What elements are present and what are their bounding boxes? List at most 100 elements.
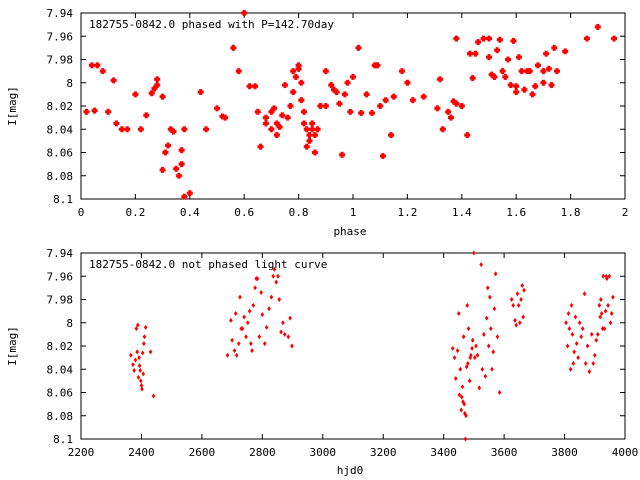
data-point	[344, 79, 351, 86]
data-point	[480, 366, 485, 372]
data-point	[358, 109, 365, 116]
data-point	[132, 91, 139, 98]
data-point	[516, 302, 521, 308]
data-point	[148, 349, 153, 355]
data-point	[276, 123, 283, 130]
data-point	[521, 86, 528, 93]
data-point	[479, 262, 483, 268]
data-point	[510, 37, 517, 44]
x-tick-label: 1.6	[506, 206, 526, 219]
data-point	[379, 152, 386, 159]
data-point	[94, 62, 101, 69]
data-point	[138, 367, 143, 373]
data-point	[328, 82, 335, 89]
x-tick-label: 0.2	[125, 206, 145, 219]
data-point	[606, 302, 610, 308]
data-point	[124, 126, 131, 133]
data-point	[388, 132, 395, 139]
data-point	[306, 137, 313, 144]
data-point	[242, 314, 246, 320]
data-point	[466, 360, 470, 366]
data-point	[143, 324, 148, 330]
y-tick-label: 8.06	[47, 147, 74, 160]
y-tick-label: 7.96	[47, 30, 74, 43]
data-point	[554, 68, 560, 75]
data-point	[154, 82, 161, 89]
data-point	[139, 378, 143, 384]
data-point	[611, 35, 618, 42]
data-point	[580, 326, 585, 332]
data-point	[439, 126, 446, 133]
x-axis-title: phase	[333, 225, 366, 238]
data-point	[464, 413, 468, 419]
data-point	[282, 331, 287, 337]
data-point	[460, 394, 464, 400]
data-point	[178, 161, 185, 168]
data-point	[173, 165, 180, 172]
data-point	[303, 143, 310, 150]
data-point	[496, 36, 503, 43]
data-point	[484, 315, 489, 321]
data-point	[598, 314, 603, 320]
data-point	[518, 68, 525, 75]
data-point	[141, 371, 146, 377]
data-point	[591, 360, 596, 366]
data-point	[132, 367, 136, 373]
data-point	[458, 103, 465, 109]
data-point	[363, 91, 370, 98]
data-point	[480, 35, 487, 42]
data-point	[254, 108, 261, 115]
data-point	[288, 315, 292, 321]
data-point	[355, 44, 362, 51]
data-point	[509, 297, 514, 302]
data-point	[134, 326, 139, 332]
data-point	[464, 132, 471, 139]
data-point	[151, 393, 156, 399]
data-point	[494, 47, 501, 54]
data-point	[445, 108, 452, 115]
data-point	[271, 273, 276, 279]
data-point	[276, 273, 280, 279]
data-point	[493, 271, 498, 277]
x-tick-label: 0.4	[180, 206, 200, 219]
data-point	[608, 320, 613, 326]
data-point	[434, 105, 441, 112]
data-point	[186, 190, 193, 197]
data-point	[170, 128, 177, 135]
data-point	[605, 276, 609, 282]
x-tick-label: 0.6	[234, 206, 254, 219]
data-point	[214, 105, 220, 112]
data-point	[267, 306, 271, 312]
data-point	[466, 326, 471, 332]
x-tick-label: 3200	[370, 446, 397, 459]
data-point	[322, 103, 329, 109]
data-point	[472, 355, 477, 361]
data-point	[457, 392, 462, 398]
data-point	[151, 85, 158, 92]
data-point	[99, 68, 106, 75]
data-point	[589, 331, 594, 337]
data-point	[262, 120, 269, 127]
data-point	[456, 310, 461, 316]
data-point	[390, 93, 397, 100]
data-point	[257, 334, 262, 340]
data-point	[131, 362, 135, 368]
data-point	[274, 279, 279, 285]
y-tick-label: 8	[66, 77, 73, 90]
data-point	[113, 120, 120, 127]
data-point	[311, 132, 318, 139]
data-point	[140, 350, 145, 356]
data-point	[483, 373, 488, 379]
data-point	[91, 107, 98, 114]
data-point	[488, 71, 495, 78]
data-point	[515, 291, 520, 297]
data-point	[142, 334, 147, 340]
data-point	[298, 79, 305, 86]
data-point	[486, 54, 492, 61]
data-point	[459, 407, 463, 413]
data-point	[495, 334, 500, 340]
data-point	[475, 39, 482, 46]
y-tick-label: 8.08	[47, 410, 74, 423]
data-point	[488, 294, 492, 300]
x-tick-label: 0.8	[289, 206, 309, 219]
